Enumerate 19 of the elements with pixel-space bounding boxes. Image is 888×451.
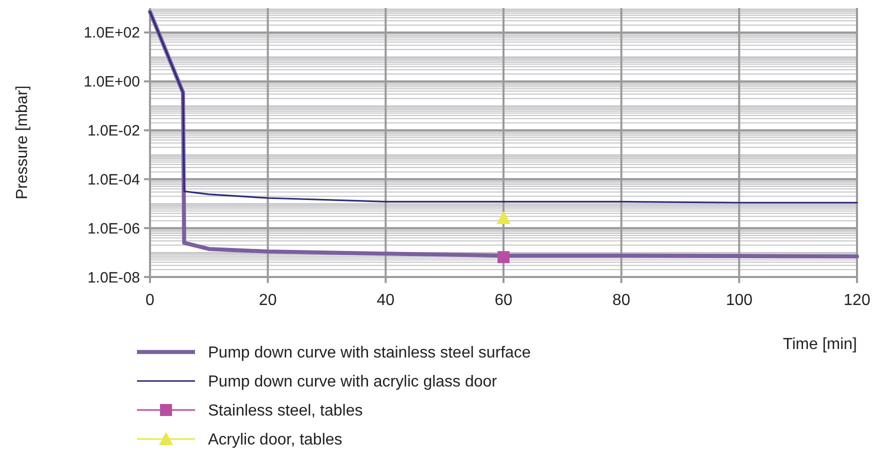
x-tick-label: 60 (494, 292, 512, 309)
legend-label: Stainless steel, tables (208, 402, 363, 420)
x-tick-label: 80 (612, 292, 630, 309)
y-tick-label: 1.0E-08 (87, 269, 140, 286)
x-tick-label: 0 (146, 292, 155, 309)
y-axis-title: Pressure [mbar] (14, 86, 31, 200)
x-tick-label: 120 (844, 292, 870, 309)
x-tick-label: 40 (376, 292, 395, 309)
legend-label: Acrylic door, tables (208, 432, 342, 449)
x-tick-label: 100 (726, 292, 753, 309)
x-axis-title: Time [min] (782, 336, 857, 353)
legend-label: Pump down curve with stainless steel surface (208, 344, 531, 362)
y-tick-label: 1.0E-04 (87, 171, 140, 188)
y-tick-label: 1.0E+00 (84, 74, 140, 91)
legend-label: Pump down curve with acrylic glass door (208, 374, 498, 391)
y-tick-label: 1.0E-02 (87, 122, 140, 140)
y-tick-label: 1.0E+02 (84, 24, 140, 42)
y-tick-label: 1.0E-06 (87, 220, 140, 238)
x-tick-label: 20 (258, 292, 277, 309)
